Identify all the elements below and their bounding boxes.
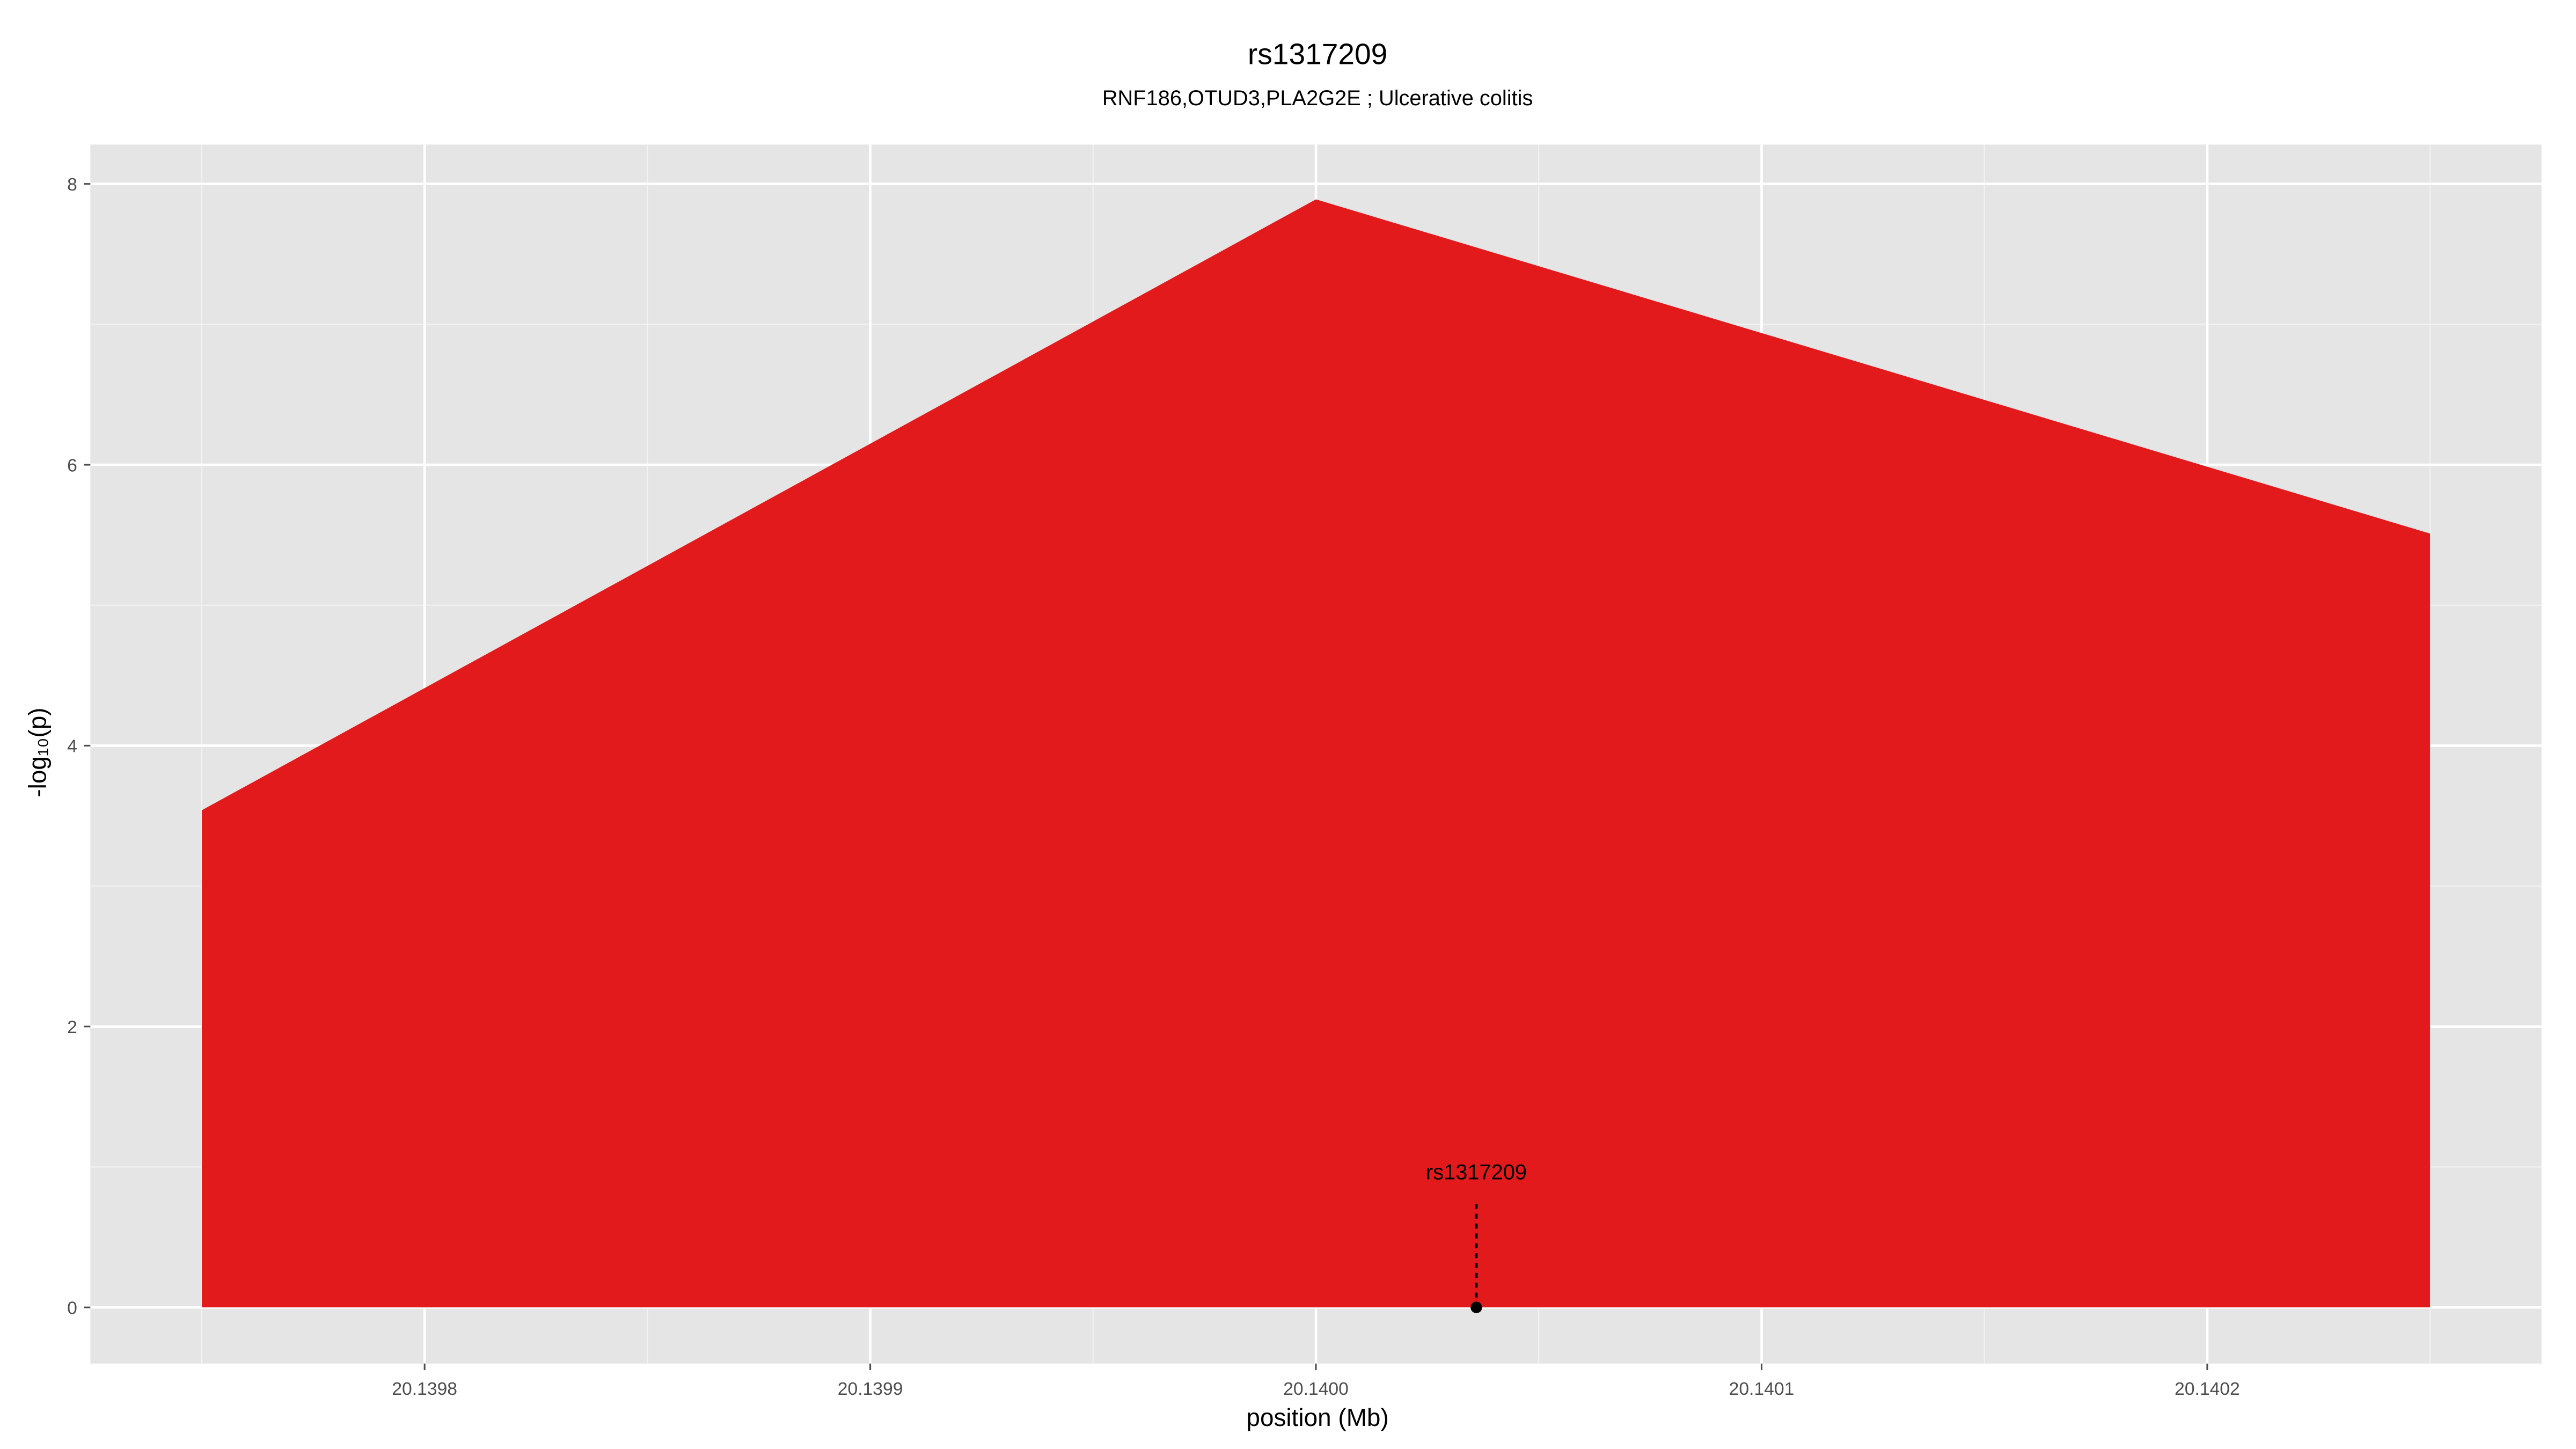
x-tick-label: 20.1400 <box>1283 1379 1349 1399</box>
area <box>201 199 2431 1308</box>
x-tick-label: 20.1402 <box>2175 1379 2240 1399</box>
y-tick-label: 0 <box>67 1298 77 1318</box>
x-axis-label: position (Mb) <box>1246 1403 1388 1431</box>
y-tick-label: 2 <box>67 1018 77 1037</box>
x-tick-label: 20.1401 <box>1729 1379 1795 1399</box>
y-tick-label: 4 <box>67 737 77 757</box>
chart-subtitle: RNF186,OTUD3,PLA2G2E ; Ulcerative coliti… <box>1102 86 1533 110</box>
y-tick-label: 6 <box>67 456 77 475</box>
chart-title: rs1317209 <box>1248 37 1387 70</box>
x-tick-label: 20.1398 <box>392 1379 457 1399</box>
y-tick-label: 8 <box>67 175 77 195</box>
y-axis-label: -log₁₀(p) <box>24 707 52 797</box>
annotation-label: rs1317209 <box>1426 1160 1527 1184</box>
annotation-point <box>1470 1301 1482 1313</box>
x-tick-label: 20.1399 <box>838 1379 903 1399</box>
